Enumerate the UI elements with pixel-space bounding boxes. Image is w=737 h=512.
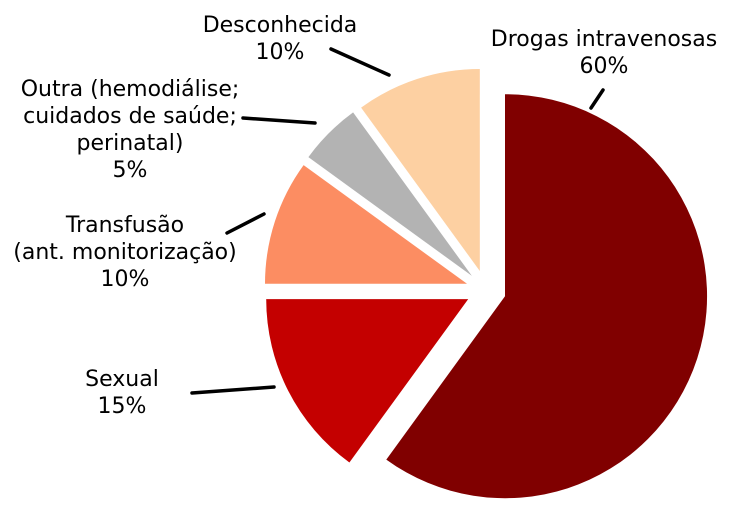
slice-label-line: Outra (hemodiálise;	[20, 77, 240, 102]
leader-line-sexual	[190, 385, 276, 395]
slice-label-line: Sexual	[85, 367, 159, 392]
slice-label-drogas-intravenosas: Drogas intravenosas 60%	[472, 26, 736, 80]
slice-label-outra: Outra (hemodiálise; cuidados de saúde; p…	[2, 76, 258, 184]
pie-slice-desconhecida	[361, 69, 480, 271]
leader-line-transfusao	[225, 212, 266, 235]
slice-percent: 10%	[255, 40, 305, 65]
slice-label-sexual: Sexual 15%	[42, 366, 202, 420]
slice-label-line: (ant. monitorização)	[13, 240, 237, 265]
slice-label-line: Drogas intravenosas	[490, 27, 718, 52]
leader-line-drogas-intravenosas	[589, 88, 605, 110]
slice-label-line: Desconhecida	[202, 13, 358, 38]
slice-label-line: cuidados de saúde;	[23, 104, 237, 129]
leader-line-desconhecida	[329, 47, 391, 77]
slice-label-transfusao: Transfusão (ant. monitorização) 10%	[0, 212, 250, 293]
slice-percent: 5%	[112, 158, 148, 183]
pie-slice-transfusao	[265, 165, 467, 284]
leader-line-outra	[241, 116, 317, 125]
pie-slice-drogas-intravenosas	[386, 94, 708, 499]
slice-label-line: Transfusão	[65, 213, 185, 238]
slice-percent: 60%	[579, 54, 629, 79]
slice-percent: 15%	[97, 394, 147, 419]
pie-slice-outra	[308, 112, 472, 276]
slice-label-line: perinatal)	[76, 131, 184, 156]
pie-slice-sexual	[266, 299, 469, 463]
slice-percent: 10%	[100, 267, 150, 292]
slice-label-desconhecida: Desconhecida 10%	[170, 12, 390, 66]
